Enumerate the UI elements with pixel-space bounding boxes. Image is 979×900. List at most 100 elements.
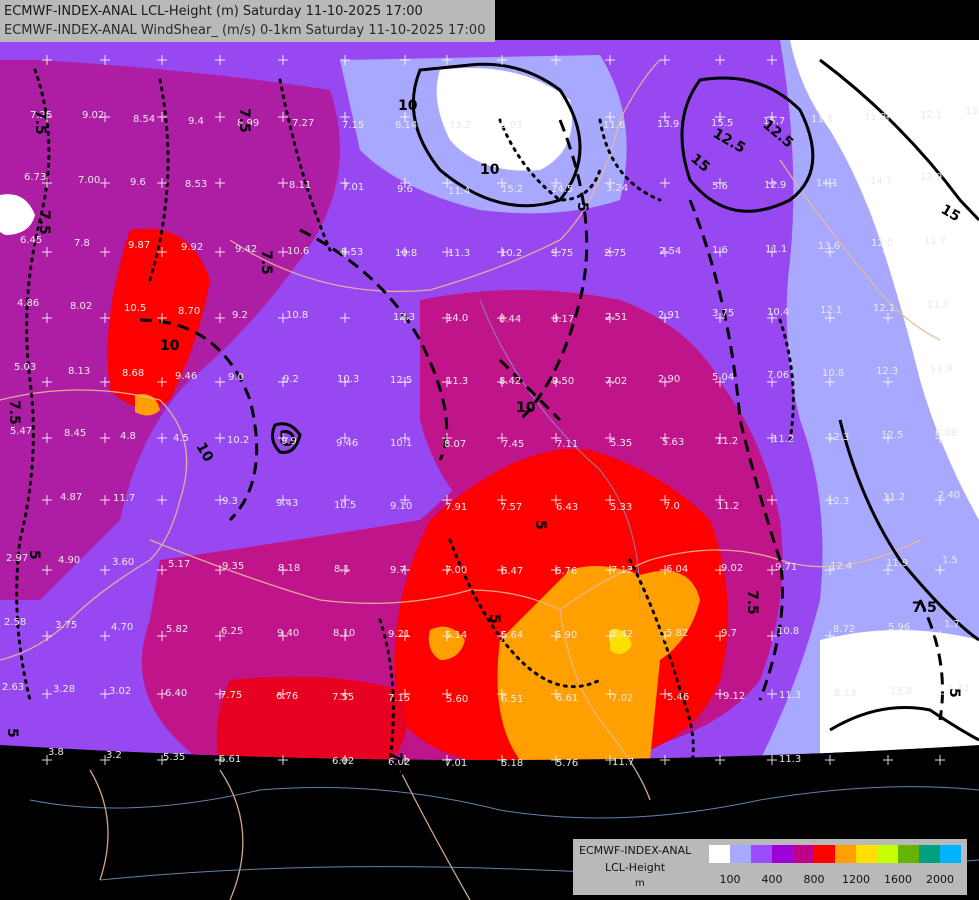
grid-cross [825,112,835,122]
value-label: 6.40 [165,688,187,699]
legend-swatch [877,845,898,863]
value-label: 8.11 [289,180,311,191]
grid-cross [605,55,615,65]
grid-cross [42,55,52,65]
grid-cross [215,565,225,575]
value-label: 14.0 [446,313,468,324]
grid-cross [278,178,288,188]
value-label: 9.10 [390,501,412,512]
grid-cross [715,433,725,443]
grid-cross [42,313,52,323]
value-label: 5.18 [501,758,523,769]
grid-cross [883,565,893,575]
legend-swatch [919,845,940,863]
value-label: 6.02 [388,757,410,768]
value-label: 11.2 [772,434,794,445]
grid-cross [340,247,350,257]
value-label: 5.33 [610,502,632,513]
value-label: 7.01 [342,182,364,193]
color-legend: ECMWF-INDEX-ANAL LCL-Height m 100 400 800 1… [573,839,967,895]
grid-cross [497,377,507,387]
zone-white-west [0,194,35,235]
grid-cross [100,755,110,765]
value-label: 7.06 [767,370,789,381]
value-label: 5.17 [168,559,190,570]
contour-label: 7.5 [744,590,760,615]
grid-cross [825,377,835,387]
legend-swatch [940,845,961,863]
grid-cross [825,565,835,575]
value-label: 11.5 [811,114,833,125]
value-label: 12.3 [876,366,898,377]
value-label: 1.73 [947,683,969,694]
value-label: 10.1 [390,438,412,449]
grid-cross [278,689,288,699]
grid-cross [825,689,835,699]
value-label: 6.03 [500,120,522,131]
grid-cross [660,495,670,505]
zone-yellow [610,629,632,654]
value-label: 10.5 [124,303,146,314]
value-label: 9.43 [276,498,298,509]
grid-cross [340,313,350,323]
value-label: 7.02 [605,376,627,387]
grid-cross [825,247,835,257]
grid-cross [767,631,777,641]
grid-cross [100,689,110,699]
value-label: 9.35 [222,561,244,572]
value-label: 4.86 [17,298,39,309]
grid-cross [497,631,507,641]
grid-cross [215,313,225,323]
grid-cross [157,377,167,387]
grid-cross [767,55,777,65]
value-label: 12.3 [827,496,849,507]
grid-cross [442,313,452,323]
value-label: 3.28 [53,684,75,695]
grid-cross [400,313,410,323]
legend-swatch [898,845,919,863]
grid-cross [767,112,777,122]
grid-cross [605,247,615,257]
grid-cross [605,112,615,122]
value-label: 3.75 [55,620,77,631]
grid-cross [100,377,110,387]
value-label: 7.0 [664,501,680,512]
grid-cross [660,689,670,699]
value-label: 14.7 [870,176,892,187]
grid-cross [340,755,350,765]
grid-cross [100,433,110,443]
value-label: 11.7 [924,236,946,247]
value-label: 11.1 [765,244,787,255]
grid-cross [825,495,835,505]
grid-cross [278,55,288,65]
grid-cross [340,689,350,699]
grid-cross [42,377,52,387]
value-label: 6.25 [221,626,243,637]
grid-cross [497,495,507,505]
grid-cross [400,247,410,257]
legend-tick-label: 100 [719,873,741,886]
grid-cross [825,755,835,765]
grid-cross [100,631,110,641]
value-label: 6.73 [24,172,46,183]
grid-cross [497,178,507,188]
grid-cross [883,247,893,257]
value-label: 11.9 [886,558,908,569]
value-label: 5.96 [888,622,910,633]
grid-cross [715,247,725,257]
value-label: 11.3 [446,376,468,387]
value-label: 7.12 [611,565,633,576]
zone-white-north [436,68,572,171]
value-label: 5.04 [712,372,734,383]
wind-shear-dashed [139,119,944,721]
value-label: 7.55 [332,692,354,703]
value-label: 9.12 [723,691,745,702]
zone-red-sw [216,676,407,760]
grid-cross [767,313,777,323]
grid-cross [157,495,167,505]
value-label: 8.1 [334,564,350,575]
legend-swatch [856,845,877,863]
value-label: 5.82 [166,624,188,635]
contour-label: 10 [516,400,536,416]
